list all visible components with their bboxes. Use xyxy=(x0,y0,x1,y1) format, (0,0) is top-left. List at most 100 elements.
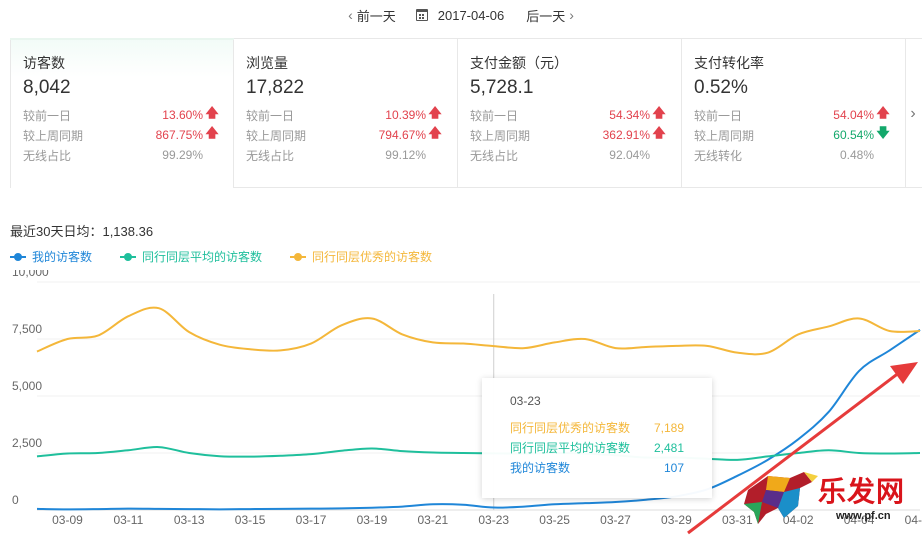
metric-row-value: 54.04% xyxy=(833,108,874,122)
date-navigator: ‹ 前一天 2017-04-06 后一天 › xyxy=(0,0,922,30)
metric-row-label: 较前一日 xyxy=(246,108,295,123)
metric-row: 无线占比 92.04% xyxy=(470,145,669,165)
metric-card-pageviews[interactable]: 浏览量 17,822 较前一日 10.39% 🡅 较上周同期 794.67% 🡅 无线占… xyxy=(234,39,458,188)
watermark-text: 乐发网 xyxy=(818,475,906,508)
arrow-up-icon: 🡅 xyxy=(205,105,219,120)
x-tick-label: 03-13 xyxy=(174,513,205,527)
metric-row-value: 99.29% xyxy=(162,148,203,162)
legend-item-peer-average[interactable]: 同行同层平均的访客数 xyxy=(120,248,262,265)
prev-day-label: 前一天 xyxy=(356,8,396,24)
metric-value: 0.52% xyxy=(694,77,748,98)
tooltip-row: 同行同层平均的访客数 2,481 xyxy=(510,438,684,458)
chevron-right-icon: › xyxy=(569,7,574,23)
y-tick-label: 0 xyxy=(12,493,19,507)
metric-row-value: 92.04% xyxy=(609,148,650,162)
metric-row: 较前一日 10.39% 🡅 xyxy=(246,105,445,125)
next-day-button[interactable]: 后一天 › xyxy=(526,6,578,25)
metric-row-label: 无线占比 xyxy=(23,148,72,163)
metric-row-value: 99.12% xyxy=(385,148,426,162)
metric-row-label: 较上周同期 xyxy=(470,128,531,143)
y-tick-label: 2,500 xyxy=(12,436,42,450)
legend-line-marker-icon xyxy=(290,252,307,262)
x-tick-label: 03-21 xyxy=(417,513,448,527)
metric-row-label: 无线占比 xyxy=(246,148,295,163)
metric-title: 访客数 xyxy=(23,55,65,71)
metric-row: 无线占比 99.12% xyxy=(246,145,445,165)
metric-row: 无线转化 0.48% xyxy=(694,145,893,165)
legend-item-peer-best[interactable]: 同行同层优秀的访客数 xyxy=(290,248,432,265)
metric-row: 较上周同期 867.75% 🡅 xyxy=(23,125,221,145)
legend-label: 我的访客数 xyxy=(32,250,93,264)
metric-row-label: 无线转化 xyxy=(694,148,743,163)
metric-row: 较上周同期 362.91% 🡅 xyxy=(470,125,669,145)
x-tick-label: 04-06 xyxy=(905,513,922,527)
visitor-trend-chart[interactable]: 0 2,500 5,000 7,500 10,000 03-09 03-11 03-13 03-… xyxy=(0,270,922,535)
tooltip-row-value: 107 xyxy=(663,461,684,475)
metric-row: 较前一日 54.04% 🡅 xyxy=(694,105,893,125)
x-tick-label: 03-09 xyxy=(52,513,83,527)
metric-row-value: 0.48% xyxy=(839,148,874,162)
prev-day-button[interactable]: ‹ 前一天 xyxy=(344,6,396,25)
thirty-day-average: 最近30天日均：1,138.36 xyxy=(10,224,154,239)
next-day-label: 后一天 xyxy=(526,8,566,24)
metric-card-payment[interactable]: 支付金额（元） 5,728.1 较前一日 54.34% 🡅 较上周同期 362.91%… xyxy=(458,39,682,188)
chevron-left-icon: ‹ xyxy=(348,7,353,23)
legend-label: 同行同层优秀的访客数 xyxy=(312,250,433,264)
y-tick-label: 5,000 xyxy=(12,379,42,393)
arrow-up-icon: 🡅 xyxy=(652,125,666,140)
metric-title: 浏览量 xyxy=(246,55,288,71)
legend-line-marker-icon xyxy=(120,252,137,262)
series-line-peer-best xyxy=(36,306,921,356)
legend-line-marker-icon xyxy=(10,252,26,262)
metric-value: 8,042 xyxy=(23,77,71,98)
tooltip-row-label: 我的访客数 xyxy=(510,461,571,475)
metric-row-value: 13.60% xyxy=(162,108,203,122)
watermark: 乐发网 www.pf.cn xyxy=(738,466,922,532)
metric-card-conversion[interactable]: 支付转化率 0.52% 较前一日 54.04% 🡅 较上周同期 60.54% 🡇 无线转… xyxy=(682,39,906,188)
metric-row-value: 867.75% xyxy=(155,128,203,142)
tooltip-row: 我的访客数 107 xyxy=(510,458,684,478)
x-tick-label: 03-17 xyxy=(296,513,327,527)
metric-row-value: 60.54% xyxy=(833,128,874,142)
metric-cards: 访客数 8,042 较前一日 13.60% 🡅 较上周同期 867.75% 🡅 无线占比… xyxy=(10,38,922,188)
metric-row-label: 较前一日 xyxy=(694,108,743,123)
tooltip-row-label: 同行同层平均的访客数 xyxy=(510,441,631,455)
current-date: 2017-04-06 xyxy=(437,7,505,23)
y-tick-label: 7,500 xyxy=(12,322,42,336)
metric-row-value: 794.67% xyxy=(378,128,426,142)
date-picker[interactable]: 2017-04-06 xyxy=(415,7,505,23)
chevron-right-icon: › xyxy=(910,104,916,122)
cards-next-button[interactable]: › xyxy=(904,39,922,188)
metric-row: 较前一日 54.34% 🡅 xyxy=(470,105,669,125)
metric-row-label: 较上周同期 xyxy=(246,128,307,143)
metric-title: 支付金额（元） xyxy=(470,55,568,71)
metric-row-label: 无线占比 xyxy=(470,148,519,163)
metric-title: 支付转化率 xyxy=(694,55,764,71)
x-tick-label: 03-11 xyxy=(113,513,143,527)
metric-value: 17,822 xyxy=(246,77,305,98)
arrow-up-icon: 🡅 xyxy=(428,105,442,120)
calendar-icon xyxy=(415,9,428,21)
chart-legend: 我的访客数 同行同层平均的访客数 同行同层优秀的访客数 xyxy=(10,248,460,265)
metric-value: 5,728.1 xyxy=(470,77,534,98)
arrow-up-icon: 🡅 xyxy=(428,125,442,140)
y-tick-label: 10,000 xyxy=(12,270,49,279)
tooltip-row-value: 2,481 xyxy=(653,441,684,455)
tooltip-row: 同行同层优秀的访客数 7,189 xyxy=(510,418,684,438)
tooltip-date: 03-23 xyxy=(510,394,541,408)
x-tick-label: 03-25 xyxy=(539,513,570,527)
tooltip-row-value: 7,189 xyxy=(653,421,684,435)
metric-row: 无线占比 99.29% xyxy=(23,145,221,165)
metric-row: 较前一日 13.60% 🡅 xyxy=(23,105,221,125)
metric-row-label: 较上周同期 xyxy=(23,128,84,143)
x-tick-label: 03-27 xyxy=(600,513,631,527)
x-tick-label: 03-23 xyxy=(478,513,509,527)
metric-row-value: 362.91% xyxy=(602,128,650,142)
chart-tooltip: 03-23 同行同层优秀的访客数 7,189 同行同层平均的访客数 2,481 … xyxy=(482,378,712,498)
metric-card-visitors[interactable]: 访客数 8,042 较前一日 13.60% 🡅 较上周同期 867.75% 🡅 无线占比… xyxy=(10,38,234,188)
legend-label: 同行同层平均的访客数 xyxy=(142,250,263,264)
x-tick-label: 03-19 xyxy=(357,513,388,527)
x-tick-label: 03-29 xyxy=(661,513,692,527)
legend-item-mine[interactable]: 我的访客数 xyxy=(10,248,92,265)
metric-row-label: 较前一日 xyxy=(470,108,519,123)
